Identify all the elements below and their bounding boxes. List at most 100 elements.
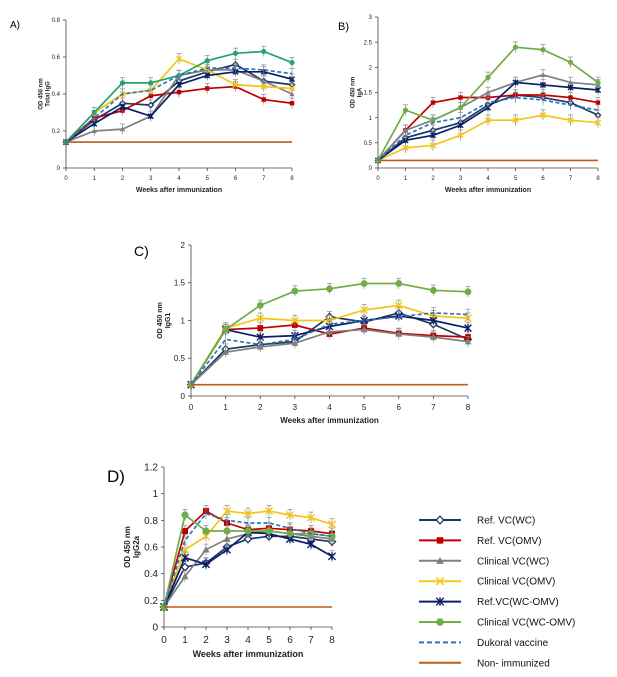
data-point (148, 93, 153, 99)
x-tick-label: 2 (258, 403, 263, 412)
data-point (429, 286, 437, 294)
x-tick-label: 5 (362, 403, 367, 412)
chart-panel-c: C) 0 0.5 1 1.5 2 0 1 2 3 4 5 6 7 8 Weeks after immuniza… (134, 241, 473, 425)
data-point (222, 348, 230, 355)
series-clinical-vc-omv (374, 109, 602, 164)
legend-item-clinical-vc-wc: Clinical VC(WC) (419, 556, 549, 567)
x-tick-label: 4 (486, 176, 490, 182)
y-tick-label: 0.2 (52, 129, 61, 135)
y-tick-label: 0.5 (174, 354, 186, 363)
data-point (288, 85, 296, 92)
data-point (264, 506, 274, 516)
x-tick-label: 5 (514, 176, 518, 182)
data-point (512, 44, 519, 50)
data-point (202, 527, 210, 535)
y-tick-label: 0 (181, 392, 186, 401)
data-point (223, 535, 231, 542)
x-tick-label: 3 (149, 176, 153, 182)
y-tick-label: 1 (152, 489, 158, 500)
x-tick-label: 1 (223, 403, 228, 412)
data-point (148, 80, 154, 86)
data-point (484, 117, 492, 124)
x-tick-label: 6 (541, 176, 545, 182)
x-tick-label: 7 (431, 403, 436, 412)
x-tick-label: 1 (93, 176, 97, 182)
legend-label: Dukoral vaccine (477, 638, 549, 649)
x-tick-label: 2 (121, 176, 125, 182)
legend-label: Ref. VC(WC) (477, 516, 535, 527)
data-point (204, 58, 210, 64)
x-tick-label: 3 (459, 176, 463, 182)
data-point (485, 74, 491, 80)
data-point (243, 509, 253, 518)
x-tick-label: 7 (569, 176, 573, 182)
series-line (65, 67, 293, 143)
data-point (395, 330, 403, 337)
data-point (394, 301, 403, 310)
chart-panel-d: D) 0 0.2 0.4 0.6 0.8 1 1.2 0 1 2 3 4 5 6 7 8 Weeks after … (107, 463, 337, 659)
data-point (567, 117, 574, 124)
data-point (464, 338, 472, 345)
data-point (464, 288, 472, 296)
data-point (327, 552, 337, 561)
data-point (360, 326, 368, 333)
y-tick-label: 1 (181, 316, 186, 325)
series-line (163, 512, 333, 608)
y-tick-label: 0.4 (144, 569, 158, 580)
data-point (91, 128, 97, 134)
x-tick-label: 8 (290, 176, 294, 182)
data-point (568, 95, 573, 100)
data-point (222, 326, 230, 333)
data-point (289, 91, 295, 97)
data-point (181, 572, 189, 580)
x-tick-label: 1 (404, 176, 408, 182)
y-axis-label: OD 450 nmIgG2a (123, 526, 141, 568)
series-clinical-vc-wc (187, 323, 472, 388)
x-tick-label: 5 (266, 635, 272, 646)
data-point (429, 333, 437, 340)
data-point (402, 144, 409, 151)
data-point (222, 545, 232, 554)
y-tick-label: 2.5 (364, 40, 373, 46)
x-tick-label: 0 (64, 176, 68, 182)
data-point (395, 280, 403, 287)
data-point (261, 97, 266, 102)
data-point (327, 520, 337, 529)
legend-item-ref-vc-wc-omv: Ref.VC(WC-OMV) (419, 597, 559, 608)
series-dukoral-vaccine (190, 307, 471, 386)
data-point (260, 83, 267, 90)
data-point (457, 122, 464, 129)
legend-item-dukoral-vaccine: Dukoral vaccine (419, 638, 549, 649)
x-tick-label: 8 (596, 176, 600, 182)
legend-item-ref-vc-omv: Ref. VC(OMV) (419, 536, 541, 547)
y-tick-label: 2 (181, 241, 186, 250)
data-point (119, 103, 126, 111)
x-tick-label: 6 (234, 176, 238, 182)
panel-label: A) (10, 20, 20, 31)
series-dukoral-vaccine (163, 507, 335, 608)
legend-marker (435, 515, 445, 525)
x-tick-label: 4 (177, 176, 181, 182)
x-tick-label: 2 (431, 176, 435, 182)
x-tick-label: 0 (161, 635, 167, 646)
legend-label: Non- immunized (477, 658, 550, 669)
data-point (289, 101, 295, 106)
legend: Ref. VC(WC) Ref. VC(OMV) Clinical VC(WC) Cl… (419, 515, 575, 669)
x-tick-label: 1 (182, 635, 188, 646)
y-tick-label: 2 (369, 65, 373, 71)
data-point (257, 325, 264, 331)
data-point (458, 95, 463, 100)
data-point (202, 546, 210, 553)
series-clinical-vc-wc-omv (187, 277, 472, 389)
x-tick-label: 3 (293, 403, 298, 412)
x-tick-label: 8 (329, 635, 335, 646)
y-tick-label: 0 (152, 623, 158, 634)
data-point (175, 55, 183, 62)
data-point (457, 105, 464, 111)
x-tick-label: 3 (224, 635, 230, 646)
series-clinical-vc-wc-omv (160, 509, 336, 611)
legend-label: Clinical VC(WC-OMV) (477, 618, 575, 629)
data-point (539, 112, 547, 119)
x-axis-label: Weeks after immunization (445, 187, 531, 194)
legend-item-clinical-vc-omv: Clinical VC(OMV) (419, 577, 555, 588)
